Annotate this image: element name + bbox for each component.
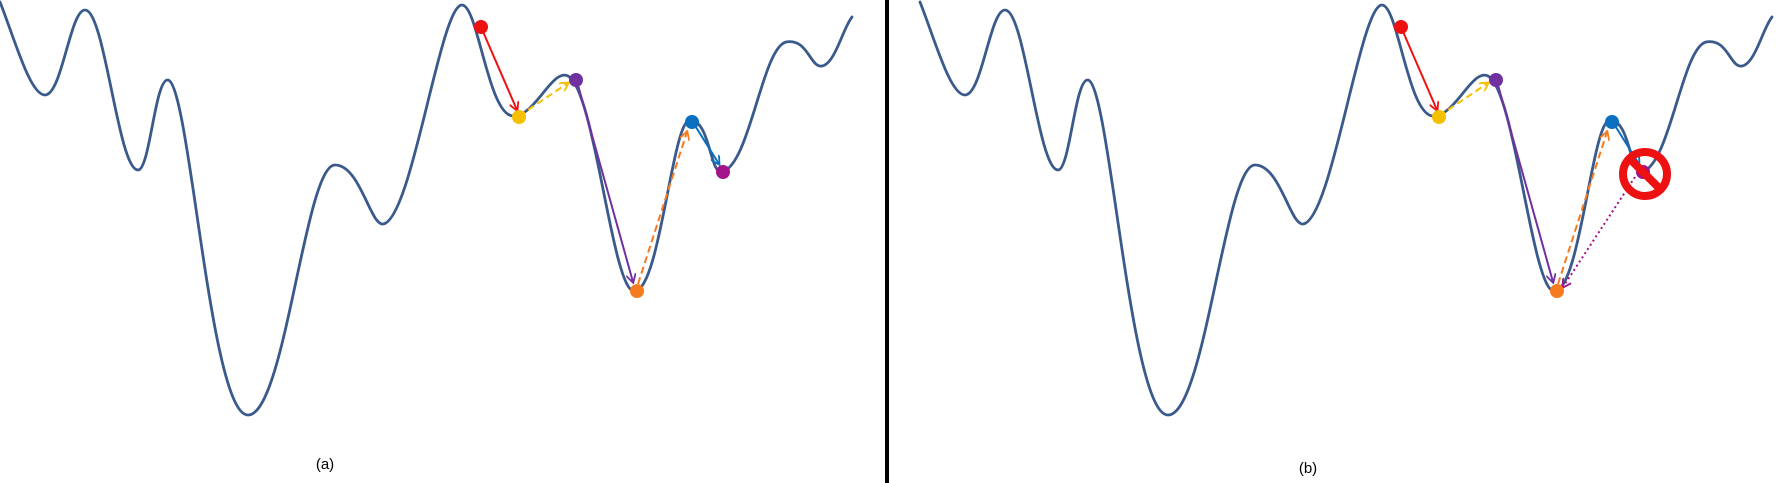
step-arrow-red <box>480 26 517 110</box>
rejected-return-arrow <box>1563 176 1636 287</box>
panel-b: (b) <box>918 0 1774 477</box>
state-point-orange <box>630 284 644 298</box>
panel-label-b: (b) <box>1299 460 1317 477</box>
no-entry-icon <box>1619 148 1671 200</box>
state-point-orange <box>1550 284 1564 298</box>
state-point-yellow <box>1432 110 1446 124</box>
state-point-red <box>474 20 488 34</box>
step-arrow-purple <box>1497 84 1553 282</box>
step-arrow-yellow <box>518 83 568 117</box>
step-arrow-yellow <box>1438 83 1488 117</box>
step-arrow-red <box>1400 26 1437 110</box>
step-arrow-orange <box>1557 132 1607 285</box>
step-arrow-orange <box>637 132 687 285</box>
state-point-magenta <box>716 165 730 179</box>
state-point-purple <box>569 73 583 87</box>
energy-landscape-curve-b <box>918 0 1774 417</box>
panel-divider <box>885 0 889 483</box>
panel-label-a: (a) <box>316 456 334 473</box>
panel-a: (a) <box>0 0 854 473</box>
energy-landscape-curve-a <box>0 0 854 417</box>
step-arrow-purple <box>577 84 633 282</box>
state-point-yellow <box>512 110 526 124</box>
state-point-blue <box>1605 115 1619 129</box>
state-point-blue <box>685 115 699 129</box>
step-arrow-blue <box>693 123 719 164</box>
state-point-red <box>1394 20 1408 34</box>
state-point-purple <box>1489 73 1503 87</box>
